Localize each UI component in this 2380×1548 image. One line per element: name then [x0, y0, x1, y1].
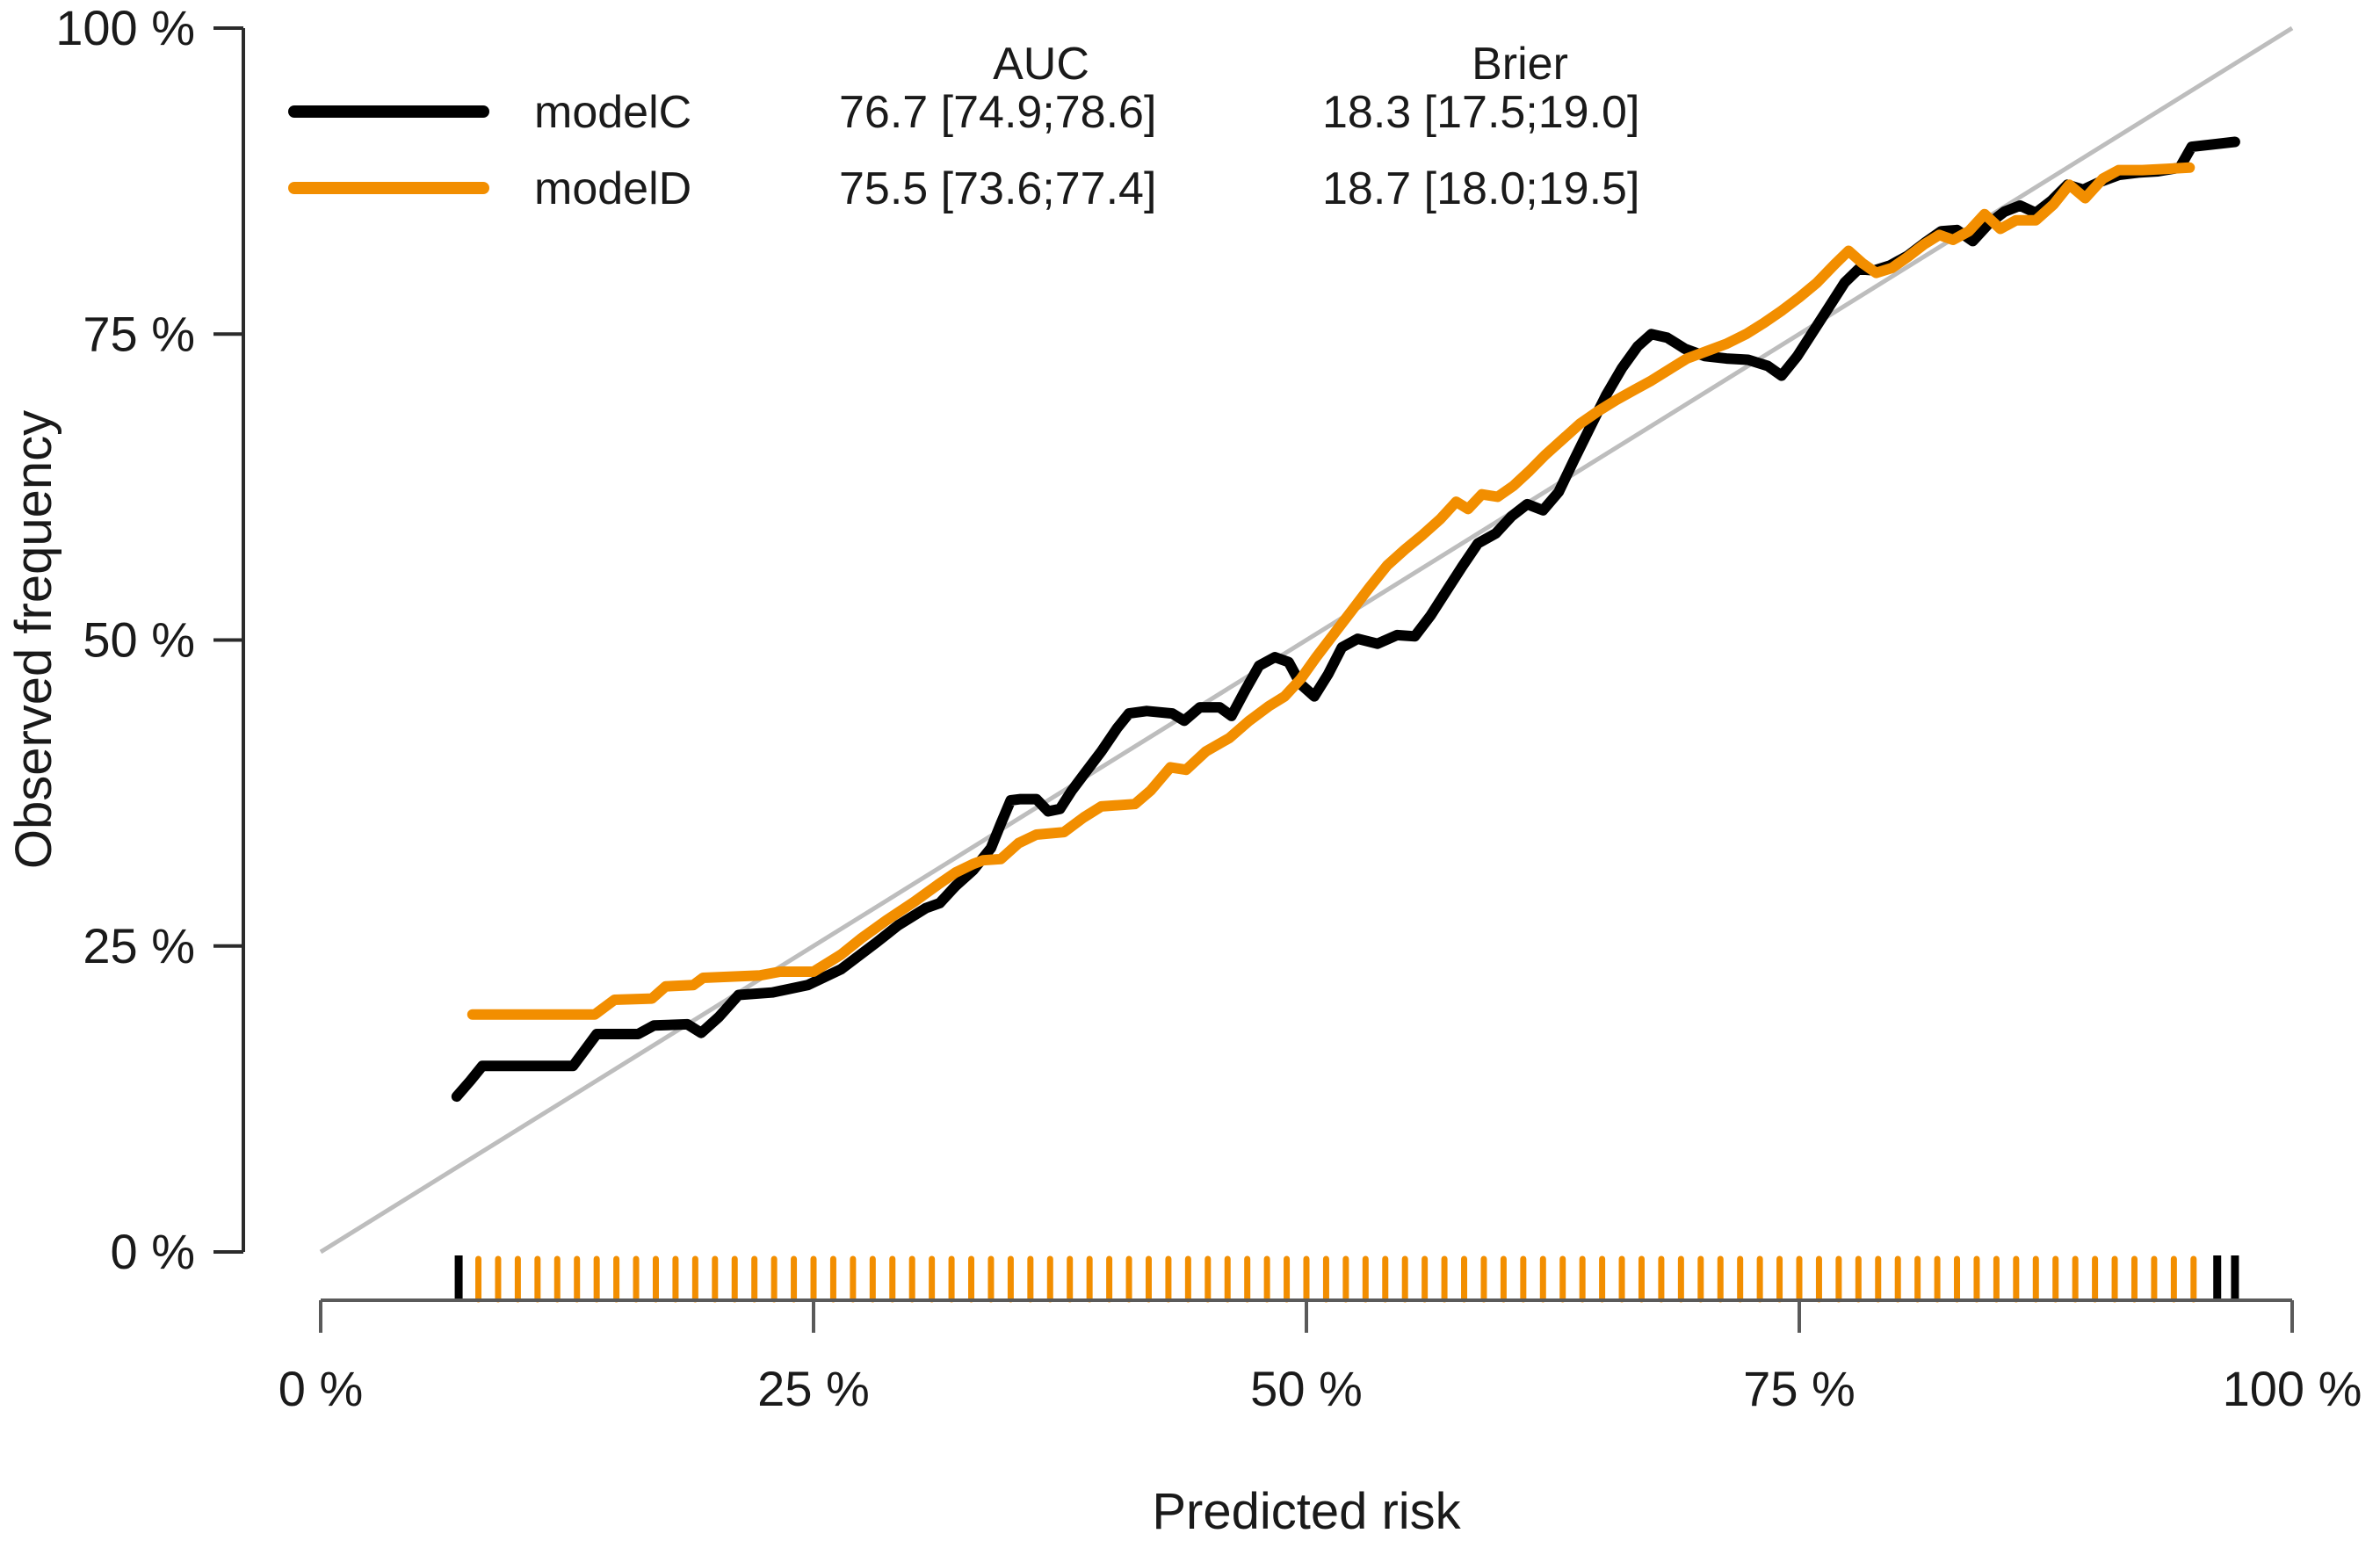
y-tick-label: 100 %	[55, 0, 195, 55]
legend-auc-modelD: 75.5 [73.6;77.4]	[839, 163, 1156, 214]
y-axis-title: Observed frequency	[5, 410, 62, 869]
x-tick-label: 0 %	[279, 1361, 364, 1416]
x-tick-label: 25 %	[757, 1361, 870, 1416]
x-axis-title: Predicted risk	[1152, 1483, 1461, 1540]
x-axis: 0 % 25 % 50 % 75 % 100 %	[279, 1298, 2362, 1416]
legend-label-modelD: modelD	[534, 163, 691, 214]
x-tick-label: 100 %	[2223, 1361, 2362, 1416]
legend-header-auc: AUC	[993, 39, 1089, 90]
x-tick-label: 50 %	[1250, 1361, 1363, 1416]
legend: AUC Brier modelC 76.7 [74.9;78.6] 18.3 […	[288, 39, 1639, 214]
legend-header-brier: Brier	[1472, 39, 1568, 90]
y-axis: 0 % 25 % 50 % 75 % 100 %	[55, 0, 245, 1279]
legend-label-modelC: modelC	[534, 87, 691, 138]
x-tick-label: 75 %	[1743, 1361, 1856, 1416]
y-tick-label: 25 %	[83, 918, 195, 973]
model-curves	[451, 136, 2240, 1103]
legend-brier-modelC: 18.3 [17.5;19.0]	[1322, 87, 1639, 138]
y-tick-label: 75 %	[83, 306, 195, 361]
series-line-modelC	[451, 136, 2240, 1103]
y-tick-label: 0 %	[111, 1224, 196, 1279]
legend-auc-modelC: 76.7 [74.9;78.6]	[839, 87, 1156, 138]
series-line-modelD	[467, 162, 2196, 1020]
y-tick-label: 50 %	[83, 612, 195, 668]
predicted-risk-rug	[454, 1255, 2239, 1303]
legend-brier-modelD: 18.7 [18.0;19.5]	[1322, 163, 1639, 214]
